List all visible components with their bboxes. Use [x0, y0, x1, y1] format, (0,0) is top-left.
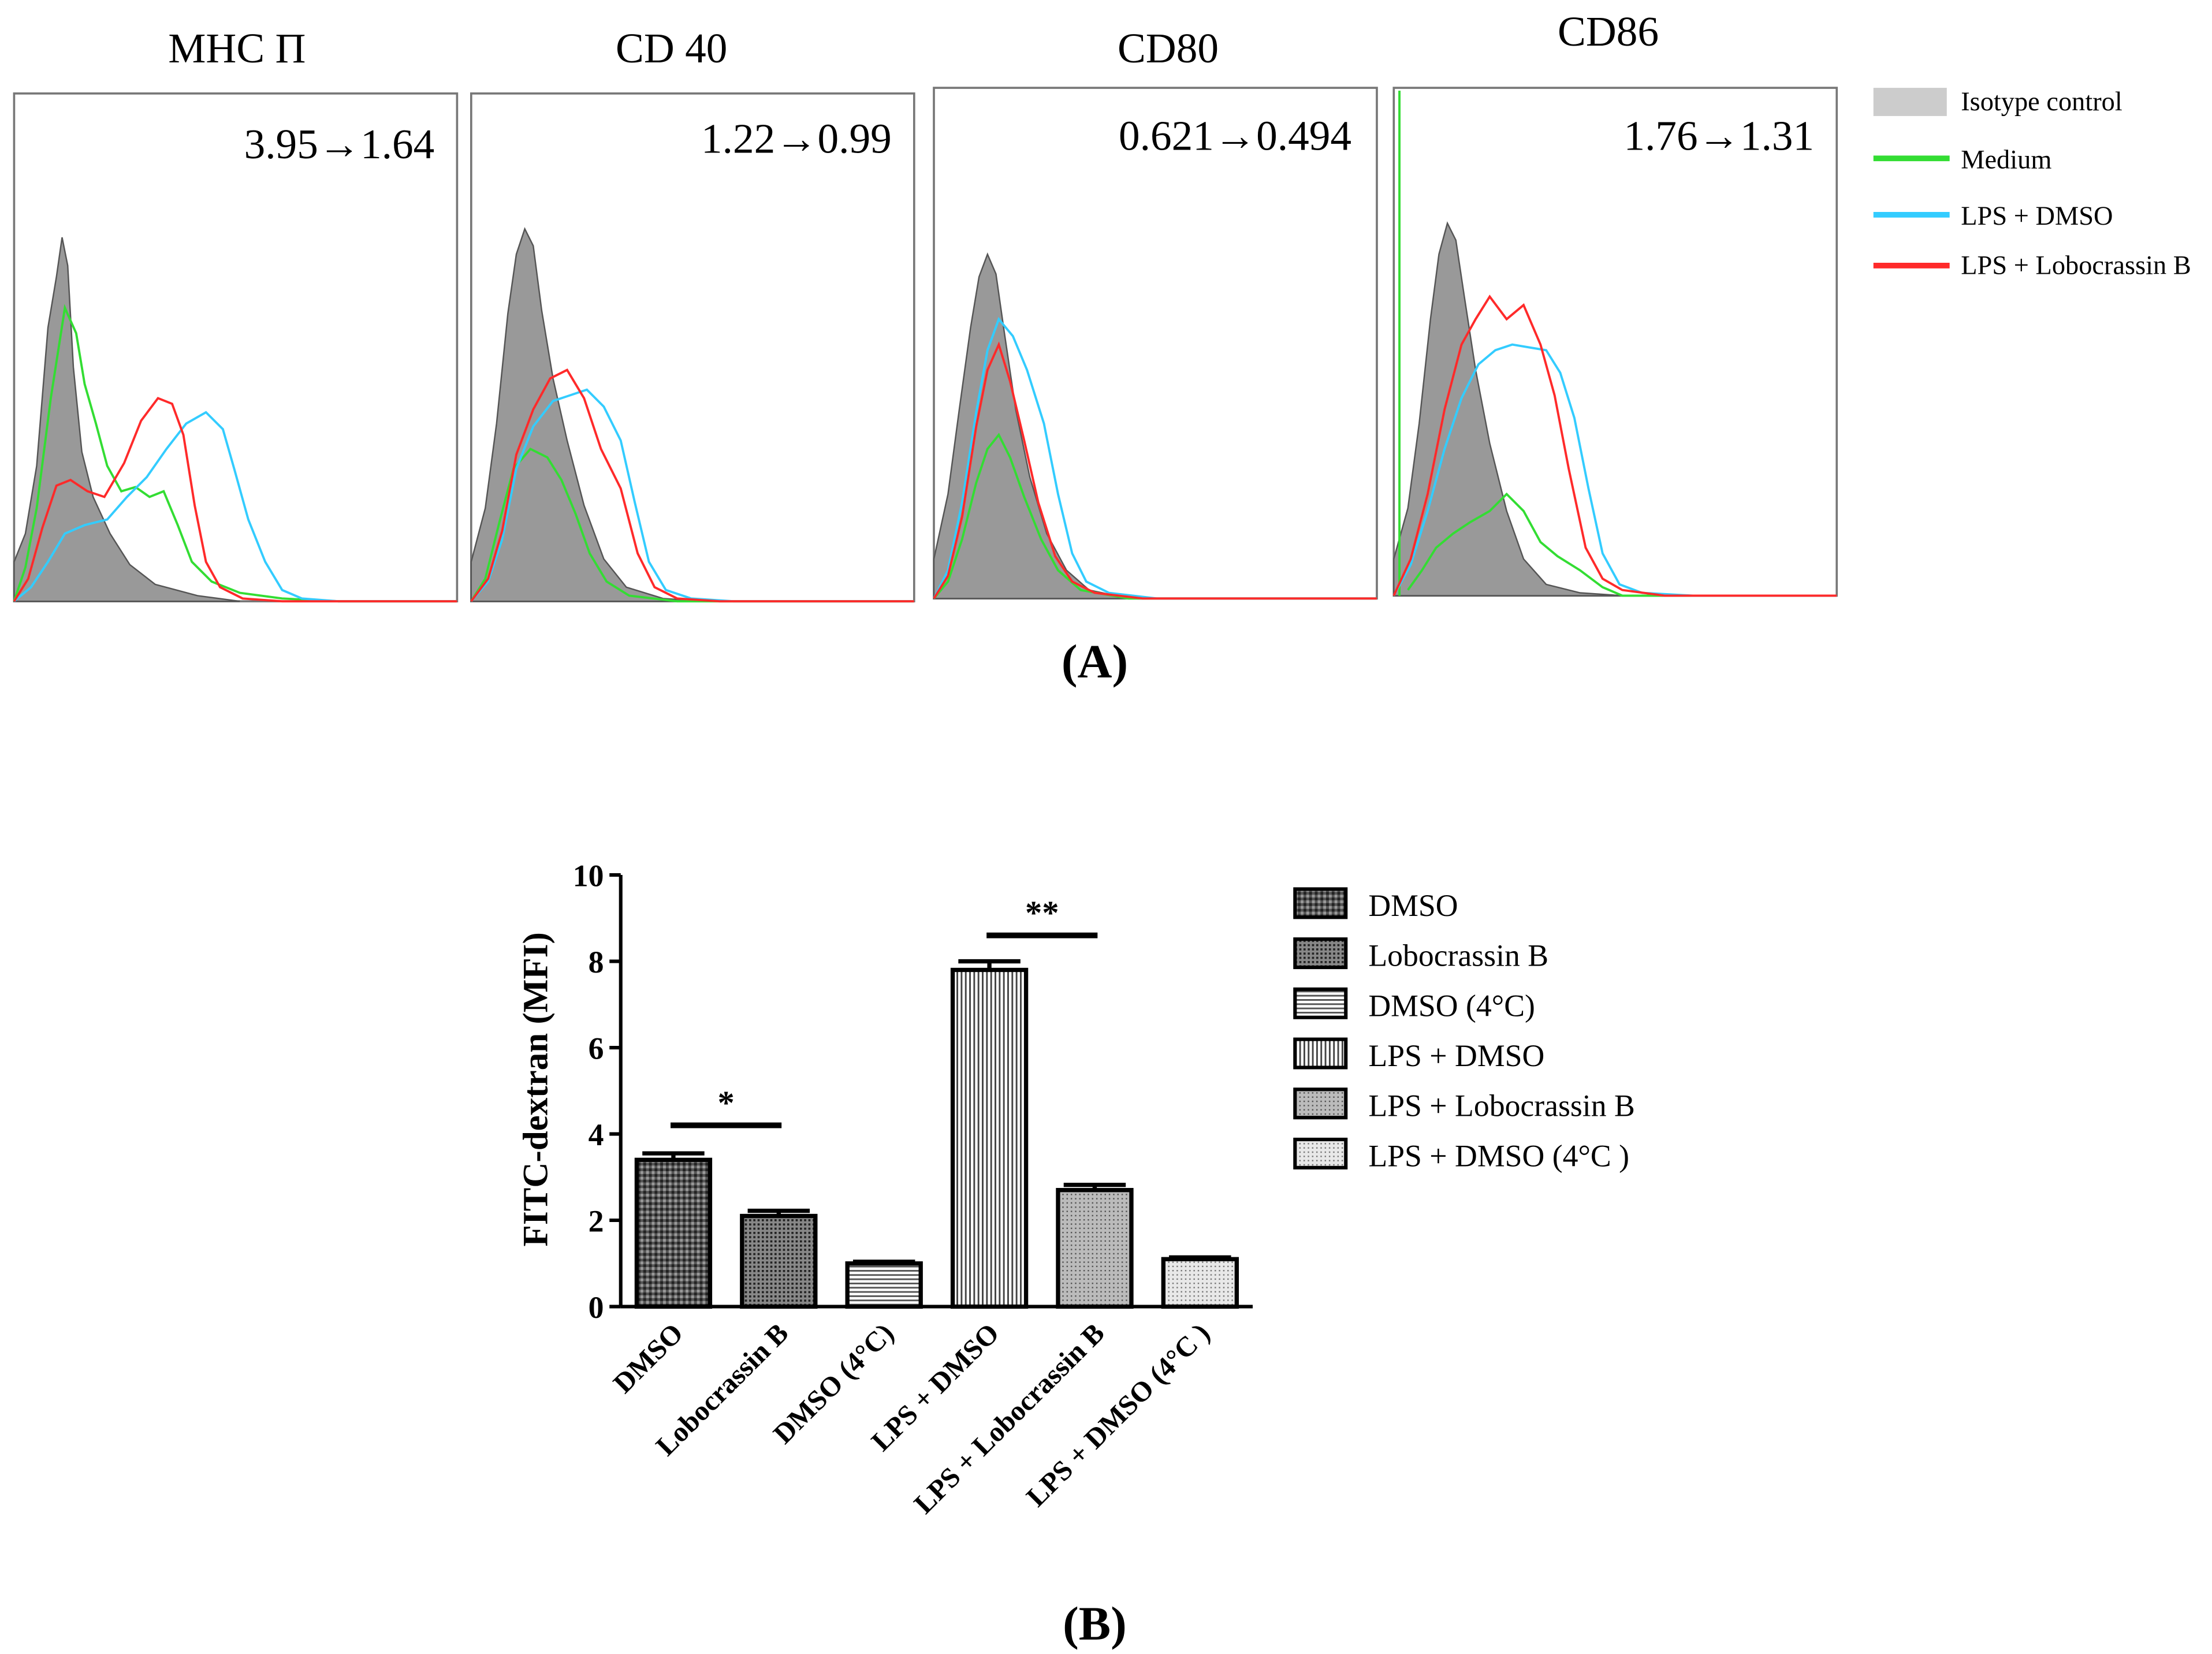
x-tick-label: LPS + DMSO (4°C ) — [1020, 1317, 1216, 1513]
legend-label: DMSO — [1368, 888, 1458, 923]
bar-chart-axes: 0 2 4 6 8 10 — [573, 859, 1253, 1325]
x-tick-label: LPS + Lobocrassin B — [908, 1317, 1111, 1519]
legend-swatch — [1293, 937, 1348, 970]
y-tick-label: 6 — [589, 1031, 604, 1066]
legend-label: LPS + DMSO (4°C ) — [1368, 1138, 1629, 1173]
lps-lobocrassin-curve — [13, 397, 457, 603]
histogram-title: MHC Π — [168, 25, 306, 72]
x-tick-label: DMSO — [607, 1317, 690, 1399]
isotype-control-curve — [470, 227, 706, 602]
lps-lobocrassin-curve — [1392, 295, 1837, 597]
legend-label: LPS + Lobocrassin B — [1368, 1089, 1635, 1123]
histogram-annotation: 3.95→1.64 — [244, 121, 435, 167]
medium-curve — [470, 447, 914, 603]
y-axis-label: FITC-dextran (MFI) — [517, 932, 556, 1246]
histogram-title: CD80 — [1118, 25, 1219, 72]
lps-lobocrassin-curve — [933, 341, 1377, 600]
significance-label: ** — [1025, 894, 1059, 932]
y-tick-label: 8 — [589, 945, 604, 979]
legend-swatch-isotype-control — [1873, 88, 1947, 116]
histogram-panel-mhc2: MHC Π 3.95→1.64 — [13, 25, 459, 603]
isotype-control-curve — [13, 237, 240, 602]
histogram-annotation: 0.621→0.494 — [1119, 113, 1351, 159]
panel-a-letter: A — [1077, 635, 1112, 688]
lps-dmso-curve — [1392, 343, 1837, 597]
legend-swatch — [1293, 987, 1348, 1019]
histogram-title: CD 40 — [616, 25, 727, 72]
histogram-panel-cd80: CD80 0.621→0.494 — [933, 25, 1378, 600]
histogram-annotation: 1.76→1.31 — [1623, 113, 1814, 159]
lps-dmso-curve — [933, 316, 1377, 600]
histogram-panel-cd40: CD 40 1.22→0.99 — [470, 25, 915, 603]
panel-a-label: (A) — [1062, 635, 1128, 688]
y-tick-label: 0 — [589, 1290, 604, 1325]
y-tick-label: 4 — [589, 1117, 604, 1152]
histogram-annotation: 1.22→0.99 — [701, 115, 892, 162]
bar-chart-significance: *** — [671, 894, 1098, 1128]
panel-b-letter: B — [1079, 1597, 1111, 1650]
y-tick-label: 10 — [573, 859, 604, 893]
bar-chart-bars — [634, 959, 1239, 1309]
bar — [1161, 1257, 1239, 1309]
bar — [740, 1213, 818, 1309]
legend-label: DMSO (4°C) — [1368, 988, 1535, 1023]
medium-curve — [1398, 90, 1837, 597]
lps-lobocrassin-curve — [470, 368, 914, 603]
legend-swatch — [1293, 887, 1348, 919]
bar — [634, 1157, 713, 1309]
legend-label: Lobocrassin B — [1368, 938, 1548, 973]
histogram-panel-cd86: CD86 1.76→1.31 — [1392, 8, 1838, 597]
lps-dmso-curve — [13, 411, 457, 603]
medium-curve — [13, 304, 457, 603]
histogram-legend: Isotype control Medium LPS + DMSO LPS + … — [1873, 87, 2191, 280]
legend-label: LPS + DMSO — [1961, 202, 2113, 231]
legend-label: LPS + Lobocrassin B — [1961, 251, 2191, 280]
legend-label: LPS + DMSO — [1368, 1038, 1544, 1073]
legend-label: Isotype control — [1961, 87, 2122, 117]
panel-a: MHC Π 3.95→1.64 CD 40 1.22→0.99 CD80 0.6… — [13, 8, 2191, 688]
histogram-title: CD86 — [1558, 8, 1659, 55]
legend-swatch — [1293, 1137, 1348, 1169]
legend-swatch — [1293, 1087, 1348, 1120]
isotype-control-curve — [1393, 221, 1623, 597]
bar — [950, 967, 1029, 1309]
bar — [845, 1261, 923, 1309]
bar — [1056, 1188, 1134, 1309]
isotype-control-curve — [933, 252, 1129, 599]
y-tick-label: 2 — [589, 1204, 604, 1239]
legend-swatch — [1293, 1037, 1348, 1070]
lps-dmso-curve — [470, 388, 914, 603]
significance-label: * — [717, 1084, 734, 1122]
legend-label: Medium — [1961, 145, 2051, 174]
panel-b-label: (B) — [1063, 1597, 1127, 1650]
bar-chart-legend: DMSO Lobocrassin B DMSO (4°C) LPS + DMSO LPS… — [1293, 887, 1635, 1173]
medium-curve — [933, 433, 1377, 600]
